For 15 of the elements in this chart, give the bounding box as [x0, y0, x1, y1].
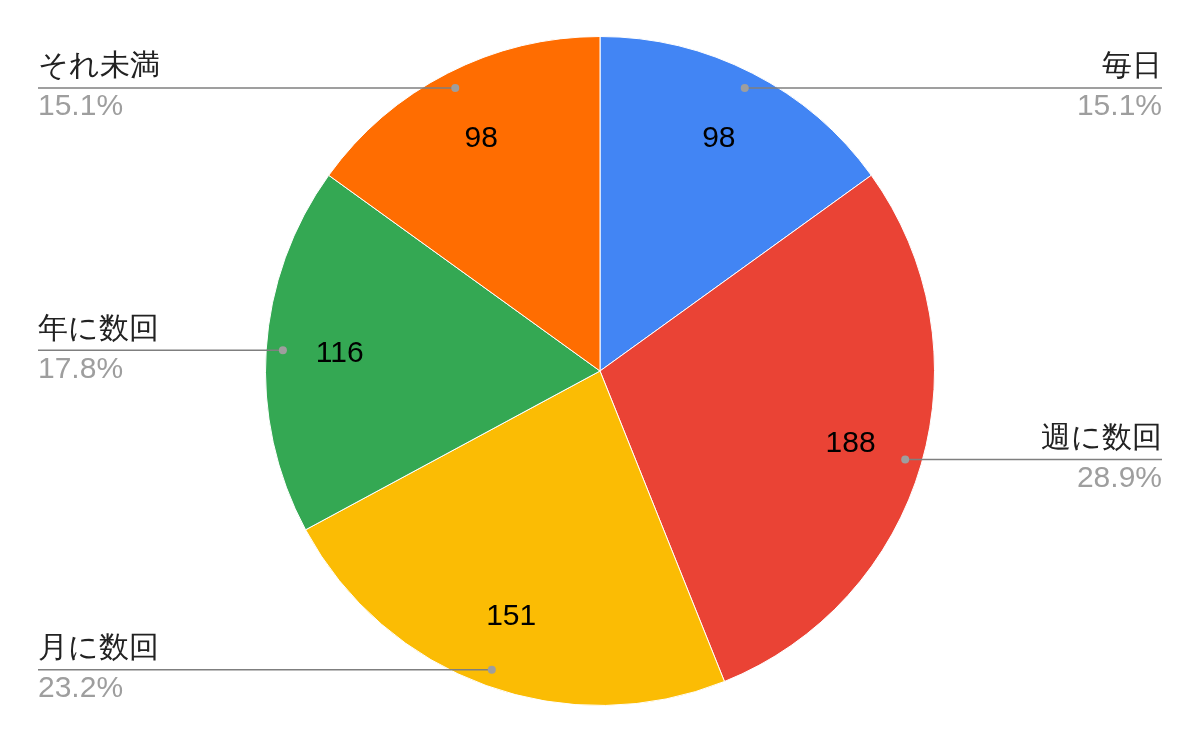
- text: 15.1%: [1076, 88, 1162, 122]
- text: 17.8%: [38, 350, 124, 384]
- text: 23.2%: [38, 670, 124, 704]
- slice-label: 年に数回: [38, 310, 159, 344]
- slice-label: 毎日: [1102, 48, 1162, 82]
- data-label: 98: [702, 119, 736, 153]
- slice-label: それ未満: [38, 48, 160, 82]
- data-label: 98: [464, 119, 498, 153]
- text: 15.1%: [38, 88, 124, 122]
- data-label: 188: [825, 424, 876, 458]
- slice-label: 月に数回: [38, 630, 159, 664]
- data-label: 151: [486, 597, 537, 631]
- text: 28.9%: [1076, 459, 1162, 493]
- slice-label: 週に数回: [1041, 419, 1162, 453]
- data-label: 116: [315, 335, 364, 369]
